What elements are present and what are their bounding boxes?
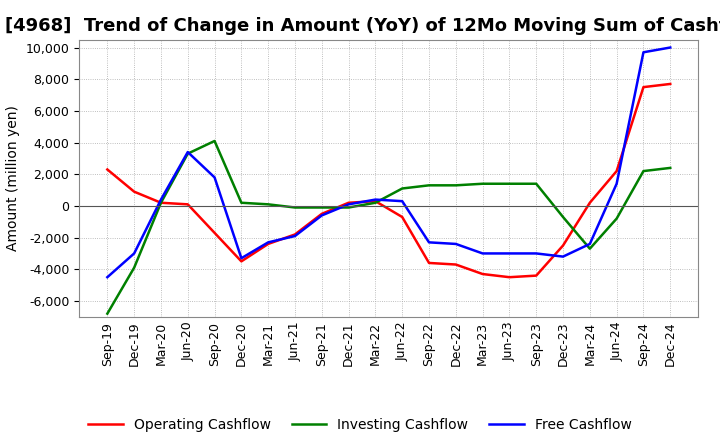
Operating Cashflow — [318, 211, 326, 216]
Operating Cashflow — [666, 81, 675, 87]
Investing Cashflow — [184, 151, 192, 156]
Free Cashflow — [291, 233, 300, 238]
Operating Cashflow — [478, 271, 487, 277]
Operating Cashflow — [451, 262, 460, 267]
Operating Cashflow — [291, 232, 300, 237]
Investing Cashflow — [291, 205, 300, 210]
Operating Cashflow — [559, 243, 567, 248]
Operating Cashflow — [425, 260, 433, 266]
Free Cashflow — [264, 240, 272, 245]
Investing Cashflow — [371, 200, 379, 205]
Investing Cashflow — [130, 265, 138, 270]
Free Cashflow — [184, 150, 192, 155]
Investing Cashflow — [666, 165, 675, 171]
Investing Cashflow — [157, 200, 166, 205]
Free Cashflow — [344, 202, 353, 207]
Investing Cashflow — [398, 186, 407, 191]
Operating Cashflow — [612, 169, 621, 174]
Investing Cashflow — [451, 183, 460, 188]
Investing Cashflow — [559, 214, 567, 220]
Title: [4968]  Trend of Change in Amount (YoY) of 12Mo Moving Sum of Cashflows: [4968] Trend of Change in Amount (YoY) o… — [5, 17, 720, 35]
Operating Cashflow — [264, 241, 272, 246]
Investing Cashflow — [210, 138, 219, 143]
Operating Cashflow — [184, 202, 192, 207]
Operating Cashflow — [130, 189, 138, 194]
Investing Cashflow — [478, 181, 487, 187]
Free Cashflow — [451, 241, 460, 246]
Free Cashflow — [425, 240, 433, 245]
Line: Operating Cashflow: Operating Cashflow — [107, 84, 670, 277]
Investing Cashflow — [639, 169, 648, 174]
Investing Cashflow — [103, 311, 112, 316]
Free Cashflow — [103, 275, 112, 280]
Free Cashflow — [639, 50, 648, 55]
Free Cashflow — [559, 254, 567, 259]
Operating Cashflow — [505, 275, 514, 280]
Operating Cashflow — [157, 200, 166, 205]
Investing Cashflow — [612, 216, 621, 221]
Investing Cashflow — [344, 205, 353, 210]
Investing Cashflow — [264, 202, 272, 207]
Free Cashflow — [666, 45, 675, 50]
Operating Cashflow — [398, 214, 407, 220]
Investing Cashflow — [505, 181, 514, 187]
Free Cashflow — [612, 181, 621, 187]
Investing Cashflow — [425, 183, 433, 188]
Free Cashflow — [398, 198, 407, 204]
Investing Cashflow — [532, 181, 541, 187]
Free Cashflow — [478, 251, 487, 256]
Free Cashflow — [505, 251, 514, 256]
Operating Cashflow — [371, 198, 379, 204]
Y-axis label: Amount (million yen): Amount (million yen) — [6, 105, 20, 251]
Operating Cashflow — [237, 259, 246, 264]
Free Cashflow — [210, 175, 219, 180]
Operating Cashflow — [103, 167, 112, 172]
Free Cashflow — [237, 256, 246, 261]
Free Cashflow — [585, 241, 594, 246]
Operating Cashflow — [210, 230, 219, 235]
Free Cashflow — [532, 251, 541, 256]
Operating Cashflow — [639, 84, 648, 90]
Free Cashflow — [130, 251, 138, 256]
Line: Investing Cashflow: Investing Cashflow — [107, 141, 670, 314]
Legend: Operating Cashflow, Investing Cashflow, Free Cashflow: Operating Cashflow, Investing Cashflow, … — [82, 412, 638, 437]
Investing Cashflow — [585, 246, 594, 251]
Operating Cashflow — [344, 200, 353, 205]
Investing Cashflow — [318, 205, 326, 210]
Operating Cashflow — [532, 273, 541, 278]
Investing Cashflow — [237, 200, 246, 205]
Operating Cashflow — [585, 200, 594, 205]
Free Cashflow — [318, 213, 326, 218]
Free Cashflow — [157, 197, 166, 202]
Free Cashflow — [371, 197, 379, 202]
Line: Free Cashflow: Free Cashflow — [107, 48, 670, 277]
